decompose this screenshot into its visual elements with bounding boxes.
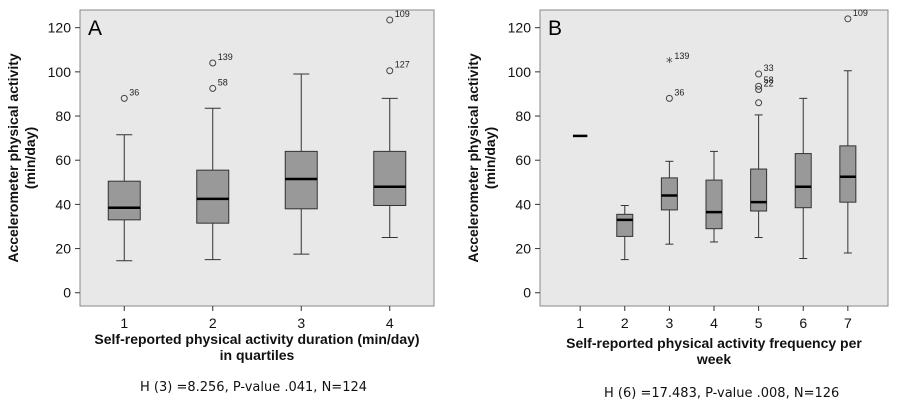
outlier-point xyxy=(120,94,128,102)
outlier-point xyxy=(386,16,394,24)
y-tick-label: 120 xyxy=(508,20,532,36)
iqr-box xyxy=(794,153,812,209)
y-axis-label: (min/day) xyxy=(22,127,38,189)
outlier-label: 139 xyxy=(218,52,233,62)
box-7: 109 xyxy=(839,8,868,254)
box-3: 36 * 139 xyxy=(660,51,689,245)
x-tick-label: 2 xyxy=(621,315,629,331)
y-tick-label: 20 xyxy=(55,241,71,257)
chart-panel-b: B 0 20 40 60 80 100 120 Accelerometer physical a… xyxy=(454,0,908,403)
outlier-label: 36 xyxy=(674,87,684,97)
box-4 xyxy=(705,150,723,243)
stats-caption-b: H (6) =17.483, P-value .008, N=126 xyxy=(604,386,840,401)
x-tick-label: 4 xyxy=(386,315,394,331)
iqr-box xyxy=(616,213,634,237)
iqr-box xyxy=(750,168,768,212)
y-tick-label: 40 xyxy=(515,196,531,212)
y-tick-label: 80 xyxy=(515,108,531,124)
outlier-point xyxy=(844,15,852,23)
panel-label: B xyxy=(548,17,562,40)
iqr-box xyxy=(373,150,407,206)
outlier-point xyxy=(209,84,217,92)
box-4: 127 109 xyxy=(373,9,410,239)
box-1: 36 xyxy=(107,87,141,262)
outlier-label: 109 xyxy=(853,8,868,18)
iqr-box xyxy=(107,180,141,221)
iqr-box xyxy=(196,169,230,224)
x-tick-label: 7 xyxy=(844,315,852,331)
outlier-point xyxy=(665,94,673,102)
iqr-box xyxy=(839,145,857,203)
y-tick-label: 0 xyxy=(63,285,71,301)
x-tick-label: 5 xyxy=(755,315,763,331)
y-tick-label: 100 xyxy=(48,64,72,80)
iqr-box xyxy=(660,177,678,211)
outlier-label: 139 xyxy=(674,51,689,61)
stats-caption-a: H (3) =8.256, P-value .041, N=124 xyxy=(140,380,368,395)
outlier-star: * xyxy=(666,56,673,71)
x-tick-label: 2 xyxy=(209,315,217,331)
boxplot-a: A 0 20 40 60 80 100 120 Accelerometer physical a… xyxy=(5,9,435,363)
outlier-label: 33 xyxy=(764,63,774,73)
outlier-point xyxy=(755,82,763,90)
y-axis-label: Accelerometer physical activity xyxy=(465,53,481,263)
y-tick-label: 80 xyxy=(55,108,71,124)
chart-panel-a: A 0 20 40 60 80 100 120 Accelerometer physical a… xyxy=(5,9,435,395)
box-2 xyxy=(616,204,634,261)
y-tick-label: 120 xyxy=(48,20,72,36)
y-tick-label: 0 xyxy=(523,285,531,301)
x-tick-label: 3 xyxy=(297,315,305,331)
x-axis-label: Self-reported physical activity duration… xyxy=(94,331,419,347)
outlier-label: 58 xyxy=(764,75,774,85)
boxplot-b: B 0 20 40 60 80 100 120 Accelerometer physical a… xyxy=(465,8,889,367)
panel-label: A xyxy=(88,17,102,40)
box-6 xyxy=(794,97,812,260)
outlier-label: 36 xyxy=(129,87,139,97)
box-2: 58 139 xyxy=(196,52,233,261)
x-tick-label: 4 xyxy=(710,315,718,331)
y-tick-label: 40 xyxy=(55,196,71,212)
box-3 xyxy=(284,73,318,255)
y-tick-label: 100 xyxy=(508,64,532,80)
outlier-label: 22 xyxy=(764,79,774,89)
outlier-label: 127 xyxy=(395,60,410,70)
outlier-label: 58 xyxy=(218,77,228,87)
iqr-box xyxy=(705,179,723,230)
x-tick-label: 1 xyxy=(120,315,128,331)
x-axis-label: week xyxy=(696,351,731,367)
outlier-label: 109 xyxy=(395,9,410,19)
outlier-point xyxy=(755,70,763,78)
y-tick-label: 60 xyxy=(55,152,71,168)
outlier-point xyxy=(755,99,763,107)
x-tick-label: 6 xyxy=(799,315,807,331)
outlier-point xyxy=(755,86,763,94)
x-tick-label: 1 xyxy=(576,315,584,331)
x-tick-label: 3 xyxy=(665,315,673,331)
outlier-point xyxy=(386,67,394,75)
x-axis-label: Self-reported physical activity frequenc… xyxy=(566,335,862,351)
y-tick-label: 60 xyxy=(515,152,531,168)
x-axis-label: in quartiles xyxy=(220,347,295,363)
y-axis-label: (min/day) xyxy=(482,127,498,189)
outlier-point xyxy=(209,59,217,67)
y-tick-label: 20 xyxy=(515,241,531,257)
y-axis-label: Accelerometer physical activity xyxy=(5,53,21,263)
